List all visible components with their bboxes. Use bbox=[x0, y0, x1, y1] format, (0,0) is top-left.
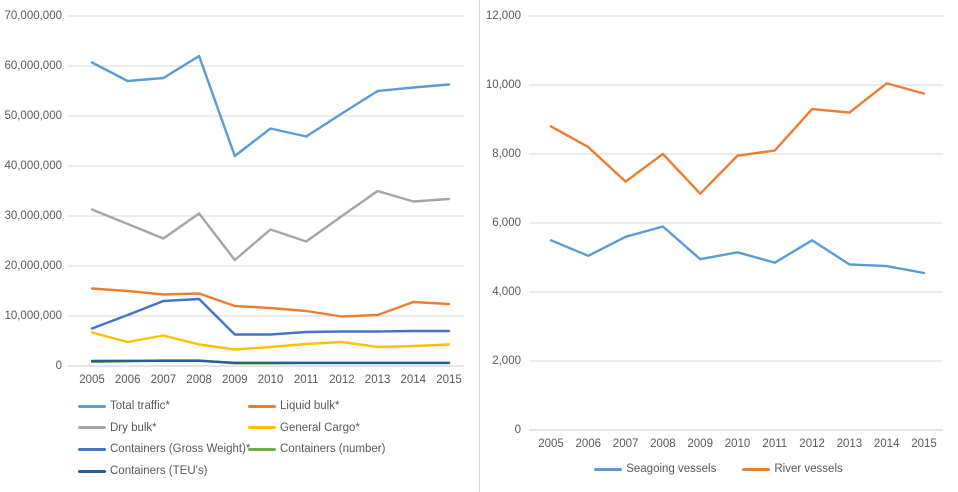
x-tick-label: 2012 bbox=[799, 438, 825, 450]
x-tick-label: 2012 bbox=[329, 374, 355, 386]
x-tick-label: 2013 bbox=[837, 438, 863, 450]
x-tick-label: 2011 bbox=[762, 438, 787, 450]
series-line-total-traffic bbox=[90, 54, 451, 158]
y-tick-label: 10,000 bbox=[486, 79, 521, 91]
x-tick-label: 2006 bbox=[115, 374, 141, 386]
x-tick-label: 2008 bbox=[186, 374, 212, 386]
series-line-seagoing-vessels bbox=[549, 225, 926, 275]
series-line-containers-gross-weight bbox=[90, 297, 451, 336]
series-line-river-vessels bbox=[549, 82, 926, 195]
y-tick-label: 8,000 bbox=[492, 148, 521, 160]
x-tick-label: 2009 bbox=[222, 374, 248, 386]
y-tick-label: 2,000 bbox=[492, 355, 521, 367]
y-tick-label: 70,000,000 bbox=[4, 10, 62, 22]
x-tick-label: 2009 bbox=[687, 438, 713, 450]
x-tick-label: 2005 bbox=[538, 438, 564, 450]
x-tick-label: 2013 bbox=[365, 374, 391, 386]
legend-marker-line bbox=[594, 467, 623, 471]
series-line-containers-teu-s bbox=[90, 359, 451, 364]
series-line-dry-bulk bbox=[90, 189, 451, 262]
x-tick-label: 2015 bbox=[436, 374, 462, 386]
x-tick-label: 2005 bbox=[79, 374, 105, 386]
legend-item-river-vessels: River vessels bbox=[742, 463, 843, 475]
x-tick-label: 2006 bbox=[576, 438, 602, 450]
y-tick-label: 30,000,000 bbox=[4, 210, 62, 222]
x-tick-label: 2010 bbox=[725, 438, 751, 450]
vessels-chart-pane: 0 2,000 4,000 6,000 8,000 10,000 12,000 2005 200… bbox=[479, 0, 957, 492]
x-tick-label: 2014 bbox=[874, 438, 900, 450]
cargo-traffic-chart-pane: 0 10,000,000 20,000,000 30,000,000 40,000,00… bbox=[4, 10, 464, 477]
x-tick-label: 2008 bbox=[650, 438, 676, 450]
x-tick-label: 2015 bbox=[911, 438, 937, 450]
y-tick-label: 0 bbox=[515, 424, 521, 436]
legend-marker-line bbox=[742, 467, 771, 471]
y-tick-label: 20,000,000 bbox=[4, 260, 62, 272]
y-tick-label: 4,000 bbox=[492, 286, 521, 298]
x-tick-label: 2011 bbox=[294, 374, 319, 386]
y-tick-label: 6,000 bbox=[492, 217, 521, 229]
vessels-chart: 0 2,000 4,000 6,000 8,000 10,000 12,000 2005 200… bbox=[486, 10, 943, 450]
y-tick-label: 0 bbox=[56, 360, 62, 372]
y-tick-label: 60,000,000 bbox=[4, 60, 62, 72]
y-tick-label: 40,000,000 bbox=[4, 160, 62, 172]
x-tick-label: 2007 bbox=[613, 438, 639, 450]
legend-label: Seagoing vessels bbox=[626, 463, 717, 475]
series-line-liquid-bulk bbox=[90, 287, 451, 318]
x-tick-label: 2014 bbox=[401, 374, 427, 386]
y-tick-label: 10,000,000 bbox=[4, 310, 62, 322]
vessels-legend: Seagoing vessels River vessels bbox=[480, 463, 957, 475]
x-tick-label: 2007 bbox=[151, 374, 177, 386]
y-tick-label: 50,000,000 bbox=[4, 110, 62, 122]
cargo-traffic-chart: 0 10,000,000 20,000,000 30,000,000 40,000,00… bbox=[4, 10, 464, 386]
legend-item-seagoing-vessels: Seagoing vessels bbox=[594, 463, 716, 475]
legend-label: River vessels bbox=[774, 463, 843, 475]
series-line-general-cargo bbox=[90, 331, 451, 351]
y-tick-label: 12,000 bbox=[486, 10, 521, 22]
x-tick-label: 2010 bbox=[258, 374, 284, 386]
